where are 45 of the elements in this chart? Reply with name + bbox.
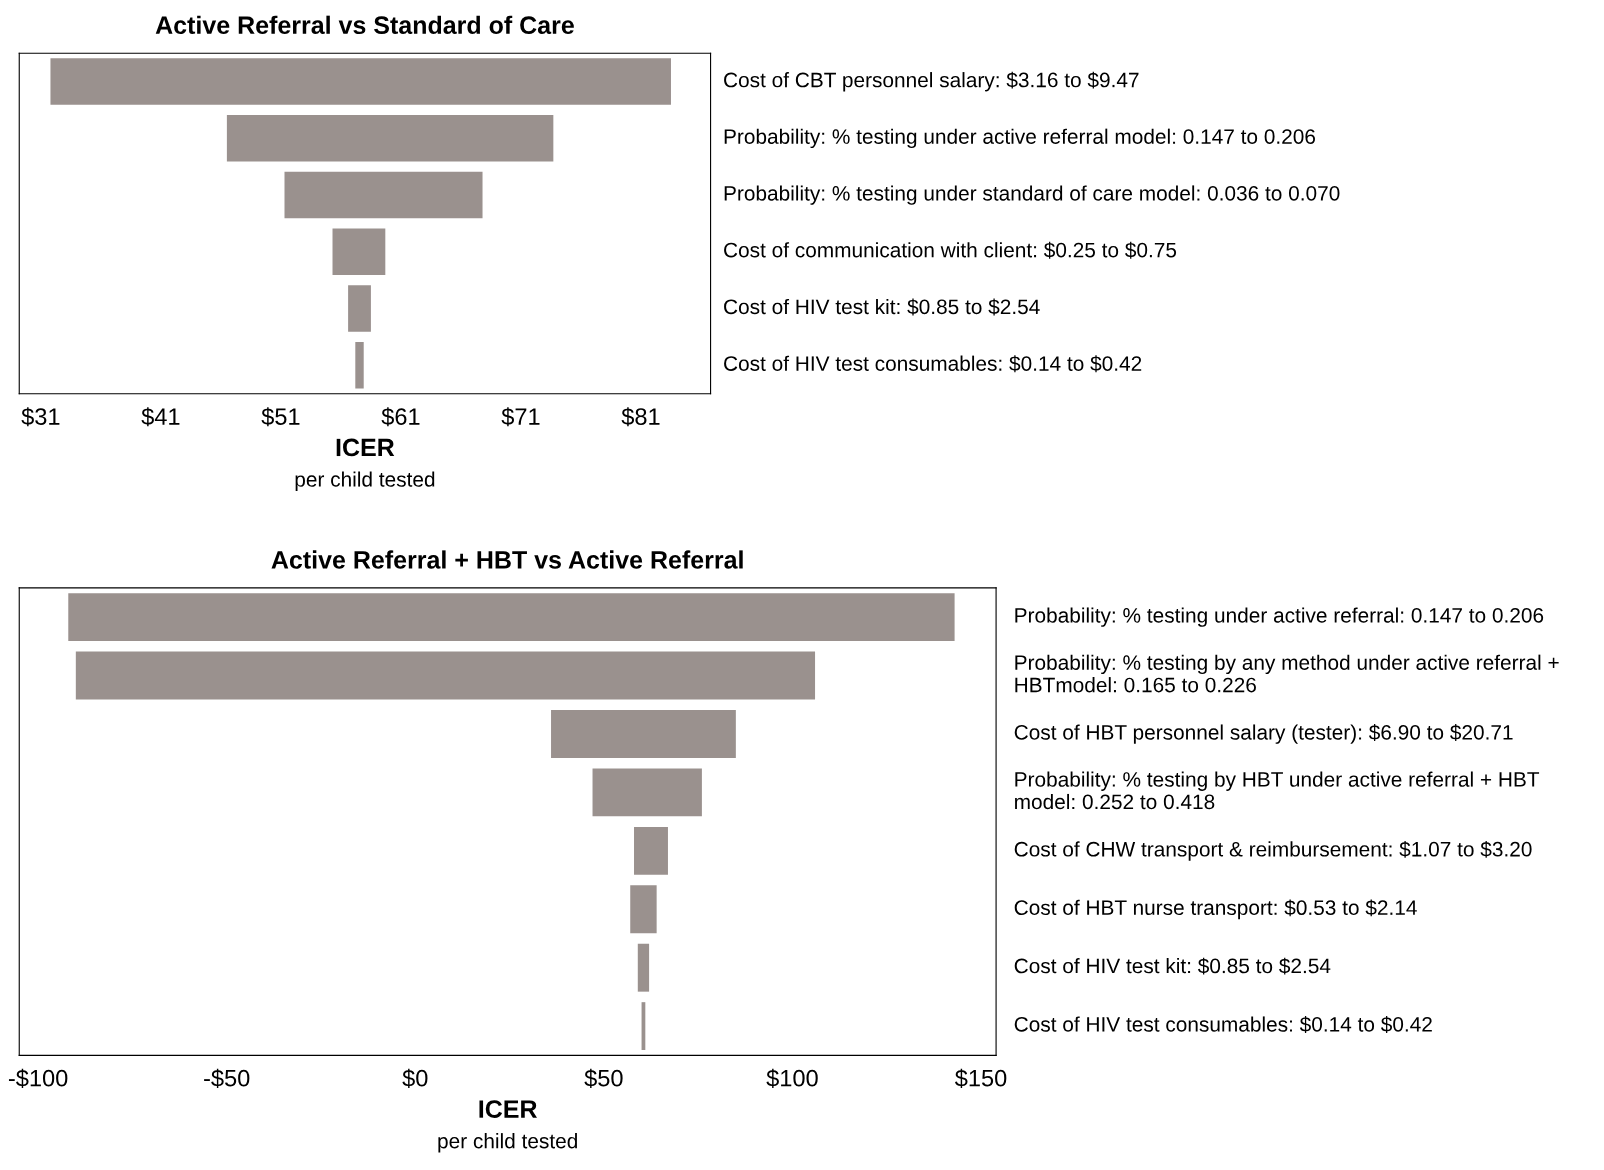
y-tick-label: Cost of HIV test kit: $0.85 to $2.54 — [724, 298, 1040, 316]
y-tick-label: Probability: % testing under active referral: 0.147 to 0.206 — [1015, 607, 1544, 627]
bar — [226, 115, 554, 162]
x-tick-label: $71 — [501, 407, 540, 427]
bar — [75, 651, 816, 700]
chart-title: Active Referral + HBT vs Active Referral — [271, 550, 743, 569]
y-tick-label: Cost of HIV test kit: $0.85 to $2.54 — [1014, 957, 1331, 975]
x-tick-label: $100 — [766, 1068, 818, 1088]
text: per child tested — [438, 1133, 577, 1153]
x-tick-label: $51 — [261, 407, 300, 427]
y-tick-label: Probability: % testing under standard of care model: 0.036 to 0.070 — [724, 185, 1340, 205]
bar — [284, 171, 483, 219]
y-tick-label: Probability: % testing by HBT under active referral + HBT model: 0.252 to 0.418 — [1015, 771, 1540, 810]
x-tick-label: $31 — [21, 407, 60, 427]
x-axis-title: ICER — [336, 438, 395, 457]
y-tick-label: Cost of HBT nurse transport: $0.53 to $2.14 — [1014, 899, 1417, 920]
x-axis-title: ICER — [479, 1100, 538, 1118]
x-tick-label: $61 — [381, 407, 420, 427]
bar — [50, 58, 671, 105]
bar — [637, 943, 650, 992]
bar — [551, 710, 736, 758]
x-tick-label: $81 — [621, 407, 660, 427]
bar — [592, 768, 702, 817]
bar — [332, 228, 386, 276]
bar — [355, 342, 364, 389]
bar — [630, 885, 657, 934]
x-tick-label: -$100 — [8, 1068, 68, 1088]
y-tick-label: Probability: % testing under active referral model: 0.147 to 0.206 — [724, 128, 1316, 149]
x-tick-label: $41 — [141, 407, 180, 427]
text: per child tested — [295, 471, 435, 491]
bar — [68, 593, 955, 642]
y-tick-label: Cost of CBT personnel salary: $3.16 to $9.47 — [724, 71, 1139, 92]
x-tick-label: $50 — [584, 1068, 623, 1088]
y-tick-label: Cost of HBT personnel salary (tester): $6.90 to $20.71 — [1014, 724, 1513, 744]
x-tick-label: $150 — [954, 1068, 1007, 1088]
y-tick-label: Cost of HIV test consumables: $0.14 to $0.42 — [1014, 1016, 1432, 1033]
y-tick-label: Cost of communication with client: $0.25 to $0.75 — [724, 241, 1177, 259]
x-tick-label: -$50 — [204, 1068, 250, 1088]
bar — [634, 826, 668, 875]
y-tick-label: Probability: % testing by any method under active referral + HBTmodel: 0.165 to 0.226 — [1015, 654, 1559, 693]
y-tick-label: Cost of CHW transport & reimbursement: $1.07 to $3.20 — [1014, 840, 1532, 861]
x-tick-label: $0 — [402, 1068, 428, 1088]
y-tick-label: Cost of HIV test consumables: $0.14 to $0.42 — [724, 355, 1142, 373]
chart-title: Active Referral vs Standard of Care — [155, 15, 574, 35]
bar — [348, 285, 371, 332]
